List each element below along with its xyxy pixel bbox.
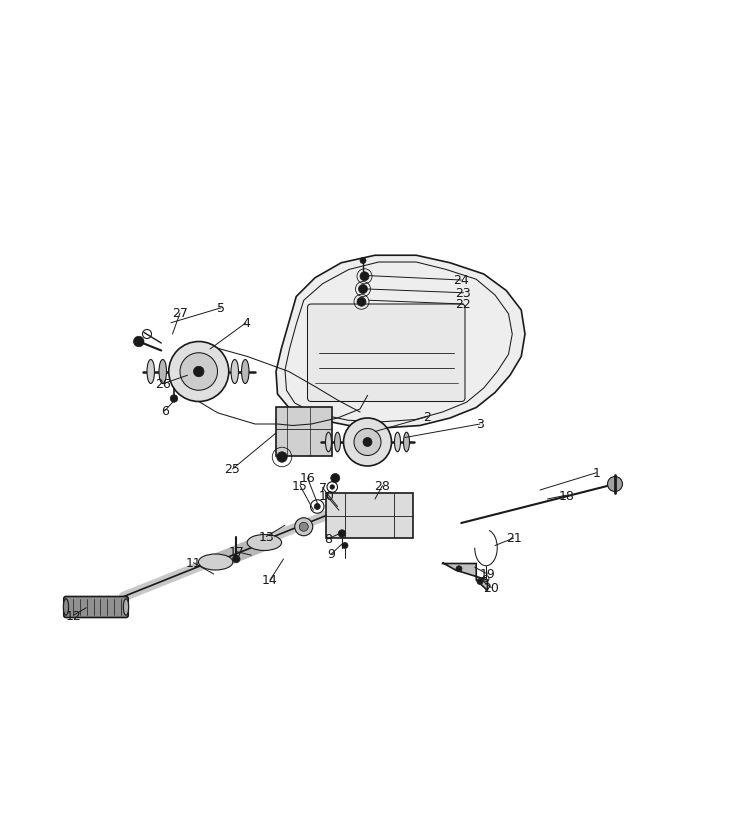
Circle shape xyxy=(314,504,320,510)
Text: 13: 13 xyxy=(258,531,274,543)
Ellipse shape xyxy=(242,360,249,384)
Circle shape xyxy=(194,367,204,378)
Text: 11: 11 xyxy=(186,557,201,569)
Ellipse shape xyxy=(326,432,332,452)
Text: 19: 19 xyxy=(480,568,495,581)
Ellipse shape xyxy=(334,432,340,452)
Ellipse shape xyxy=(404,432,410,452)
Text: 14: 14 xyxy=(262,574,278,586)
Circle shape xyxy=(360,273,369,282)
Ellipse shape xyxy=(63,599,69,616)
Ellipse shape xyxy=(394,432,400,452)
Text: 1: 1 xyxy=(592,467,600,480)
Text: 6: 6 xyxy=(161,405,169,418)
FancyBboxPatch shape xyxy=(326,493,412,538)
Circle shape xyxy=(134,337,144,347)
Ellipse shape xyxy=(231,360,238,384)
Ellipse shape xyxy=(159,360,166,384)
Ellipse shape xyxy=(123,599,129,616)
Text: 26: 26 xyxy=(156,378,171,391)
Circle shape xyxy=(360,258,366,265)
Text: 9: 9 xyxy=(328,548,335,560)
Circle shape xyxy=(456,566,462,572)
FancyBboxPatch shape xyxy=(276,407,332,456)
Text: 28: 28 xyxy=(374,479,391,492)
Circle shape xyxy=(358,285,368,294)
Circle shape xyxy=(295,518,313,536)
FancyBboxPatch shape xyxy=(64,597,128,618)
Ellipse shape xyxy=(147,360,154,384)
Text: 8: 8 xyxy=(325,532,332,545)
Text: 10: 10 xyxy=(318,489,334,502)
Circle shape xyxy=(342,543,348,549)
Text: 12: 12 xyxy=(66,609,81,622)
Circle shape xyxy=(277,452,287,463)
Circle shape xyxy=(170,396,178,403)
Circle shape xyxy=(180,353,218,391)
FancyBboxPatch shape xyxy=(308,305,465,402)
Ellipse shape xyxy=(199,554,232,570)
Text: 2: 2 xyxy=(424,410,431,423)
Circle shape xyxy=(608,477,622,492)
Text: 23: 23 xyxy=(455,287,471,300)
Text: 3: 3 xyxy=(476,418,484,431)
Circle shape xyxy=(232,555,240,563)
Text: 24: 24 xyxy=(453,274,470,287)
Ellipse shape xyxy=(248,535,281,551)
Text: 5: 5 xyxy=(217,302,225,314)
Circle shape xyxy=(363,438,372,447)
Polygon shape xyxy=(442,563,488,590)
Text: 15: 15 xyxy=(292,479,308,492)
Circle shape xyxy=(330,485,334,490)
Text: 20: 20 xyxy=(483,581,500,595)
Circle shape xyxy=(169,342,229,402)
Circle shape xyxy=(331,474,340,483)
Text: 7: 7 xyxy=(319,482,326,495)
Text: 22: 22 xyxy=(455,298,471,311)
Text: 21: 21 xyxy=(506,532,522,545)
Circle shape xyxy=(354,429,381,456)
Circle shape xyxy=(299,523,308,532)
Circle shape xyxy=(477,579,483,585)
Text: 25: 25 xyxy=(224,463,241,476)
Text: 18: 18 xyxy=(558,489,574,502)
Text: 27: 27 xyxy=(172,307,188,320)
Circle shape xyxy=(357,298,366,307)
Text: 17: 17 xyxy=(228,545,244,559)
Circle shape xyxy=(344,419,392,467)
Polygon shape xyxy=(276,256,525,428)
Circle shape xyxy=(338,530,346,537)
Text: 4: 4 xyxy=(242,317,250,330)
Text: 16: 16 xyxy=(299,472,315,485)
